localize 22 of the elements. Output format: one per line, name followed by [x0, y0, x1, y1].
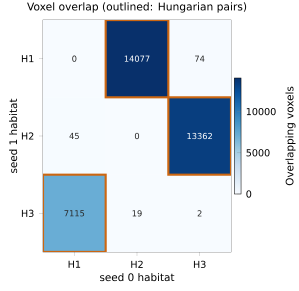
x-axis-title: seed 0 habitat	[100, 273, 174, 282]
y-tick-label: H2	[22, 132, 34, 140]
data-label: 0	[72, 56, 76, 62]
y-tick-label: H3	[22, 210, 34, 217]
x-tick-label: H1	[68, 260, 80, 268]
data-label: 7115	[64, 210, 84, 216]
data-label: 45	[69, 132, 79, 140]
color-bar-label: 10000	[246, 108, 276, 116]
data-label: 14077	[124, 56, 150, 62]
color-bar-label: 0	[246, 190, 252, 198]
x-tick-label: H2	[131, 260, 143, 268]
data-label: 2	[198, 210, 202, 216]
data-label: 13362	[187, 132, 212, 140]
data-label: 19	[132, 210, 142, 216]
y-axis-title: seed 1 habitat	[9, 98, 18, 173]
x-tick-label: H3	[194, 260, 206, 268]
y-tick-label: H1	[22, 55, 34, 62]
color-bar-title: Overlapping voxels	[285, 86, 296, 186]
data-label: 74	[195, 56, 204, 62]
color-bar-label: 5000	[246, 149, 270, 156]
chart-title: Voxel overlap (outlined: Hungarian pairs)	[27, 2, 246, 13]
data-label: 0	[134, 132, 140, 140]
